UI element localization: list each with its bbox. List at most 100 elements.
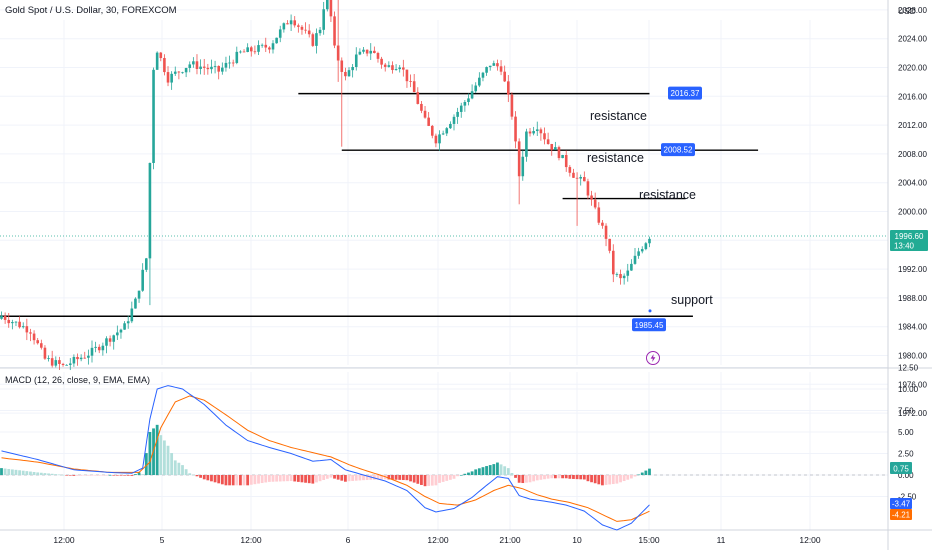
macd-histogram-bar [477,468,481,475]
candle-body [376,53,380,59]
candle-body [575,177,579,179]
candle-body [184,67,188,73]
candle-body [202,66,206,68]
macd-histogram-bar [358,475,362,481]
candle-body [601,222,604,226]
macd-histogram-bar [586,475,590,482]
candle-body [430,125,434,136]
candle-body [597,207,601,223]
candle-body [626,270,630,276]
macd-histogram-bar [130,475,134,476]
candle-body [289,20,293,25]
macd-histogram-bar [108,475,112,476]
candle-body [271,43,275,50]
macd-histogram-bar [253,475,257,485]
level-price-badge [668,86,702,100]
macd-value-badge [890,498,912,509]
macd-histogram-bar [224,475,228,486]
candle-body [58,360,61,364]
candle-body [116,332,119,336]
macd-histogram-bar [144,453,148,475]
macd-histogram-bar [648,468,651,475]
time-tick-label: 6 [346,535,351,545]
macd-histogram-bar [333,475,336,479]
current-price-text: 1996.60 [895,232,924,241]
macd-histogram-bar [539,475,543,480]
candle-body [50,358,54,366]
candle-body [611,250,615,275]
macd-histogram-bar [626,475,630,480]
macd-histogram-bar [354,475,358,481]
macd-histogram-bar [296,475,300,482]
candle-body [452,116,456,124]
candle-body [14,321,18,323]
candle-body [532,131,535,134]
price-tick-label: 2024.00 [898,35,927,44]
macd-histogram-bar [387,475,391,480]
candle-body [622,275,626,279]
histogram-value-badge [890,462,912,475]
candle-body [492,63,496,66]
macd-histogram-bar [264,475,268,483]
macd-histogram-bar [365,475,369,481]
macd-histogram-bar [54,474,58,475]
macd-histogram-bar [123,475,126,476]
candle-body [123,323,126,330]
macd-histogram-bar [50,473,54,475]
candle-body [36,340,39,344]
macd-histogram-bar [148,432,152,475]
candle-body [434,135,438,144]
macd-histogram-bar [220,475,224,485]
macd-histogram-bar [488,465,492,475]
macd-histogram-bar [115,475,119,476]
macd-histogram-bar [619,475,622,483]
lightning-icon[interactable] [646,351,660,365]
macd-histogram-bar [94,475,98,476]
macd-histogram-bar [391,475,394,480]
macd-histogram-bar [213,475,217,483]
candle-body [79,357,83,360]
macd-histogram-bar [246,475,250,486]
candle-body [344,71,347,77]
macd-histogram-bar [329,475,333,478]
candle-body [648,238,651,244]
macd-histogram-bar [83,475,87,476]
candle-body [373,50,376,54]
price-tick-label: 1976.00 [898,380,927,389]
macd-histogram-bar [633,475,637,477]
candle-body [347,70,351,77]
candle-body [326,0,329,10]
macd-histogram-bar [441,475,445,482]
candle-body [297,25,300,27]
macd-histogram-bar [376,475,380,480]
candle-body [405,69,409,82]
macd-histogram-bar [32,471,36,475]
price-levels: resistance 2016.37 resistance 2008.52 resist… [0,86,759,332]
macd-histogram-bar [282,475,286,482]
macd-histogram-bar [640,472,644,475]
candle-body [18,321,21,328]
candle-body [188,64,192,68]
candle-body [68,363,72,365]
candle-body [228,62,231,64]
macd-histogram-bar [344,475,347,482]
macd-tick-label: 5.00 [898,428,914,437]
candle-body [362,49,365,52]
candle-body [441,133,445,135]
macd-histogram-bar [593,475,597,484]
macd-histogram-bar [228,475,231,486]
candle-body [438,134,441,144]
candle-body [463,102,467,106]
candle-body [358,51,362,55]
candle-body [221,67,224,72]
candle-body [32,333,36,341]
candle-body [224,62,228,68]
candle-body [608,238,611,251]
candle-body [54,360,58,366]
candle-body [112,335,116,342]
candle-body [101,345,105,351]
macd-histogram-bar [532,475,536,482]
macd-histogram-bar [420,475,423,485]
